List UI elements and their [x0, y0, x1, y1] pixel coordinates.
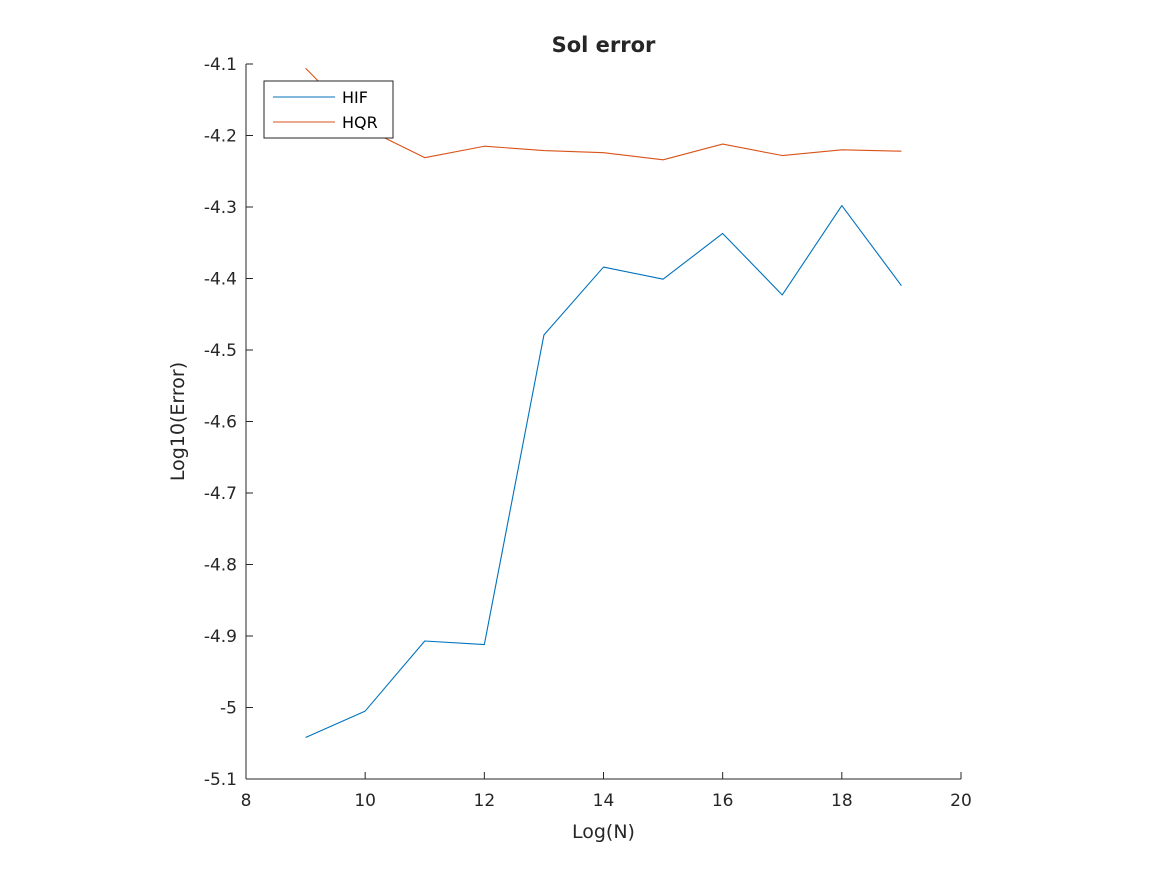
- y-tick-label: -5: [220, 699, 237, 719]
- legend: HIF HQR: [263, 80, 394, 139]
- x-tick-label: 16: [712, 791, 734, 811]
- plot-axes: 8 10 12 14 16 18 20 -4.1 -4.2 -4.3 -4.4 -4.5 -4.6 -4.…: [204, 55, 972, 811]
- legend-label-hif: HIF: [342, 88, 368, 107]
- legend-label-hqr: HQR: [342, 113, 378, 132]
- y-tick-label: -4.5: [204, 341, 237, 361]
- x-tick-label: 8: [241, 791, 252, 811]
- x-tick-label: 10: [354, 791, 376, 811]
- y-tick-label: -4.9: [204, 627, 237, 647]
- x-tick-label: 18: [831, 791, 853, 811]
- series-line-hqr: [305, 67, 902, 161]
- series-layer: [305, 67, 902, 739]
- y-axis-label: Log10(Error): [167, 362, 189, 481]
- y-tick-label: -4.6: [204, 413, 237, 433]
- y-tick-label: -4.8: [204, 556, 237, 576]
- y-tick-label: -4.7: [204, 484, 237, 504]
- x-axis-label: Log(N): [572, 821, 635, 843]
- series-line-hif: [305, 205, 902, 739]
- y-tick-label: -5.1: [204, 770, 237, 790]
- y-tick-label: -4.1: [204, 55, 237, 75]
- x-tick-label: 20: [950, 791, 972, 811]
- y-tick-label: -4.4: [204, 270, 237, 290]
- chart-title: Sol error: [552, 33, 656, 57]
- legend-box: [263, 80, 394, 139]
- y-tick-label: -4.2: [204, 127, 237, 147]
- x-tick-label: 12: [474, 791, 496, 811]
- x-tick-label: 14: [593, 791, 615, 811]
- y-tick-label: -4.3: [204, 198, 237, 218]
